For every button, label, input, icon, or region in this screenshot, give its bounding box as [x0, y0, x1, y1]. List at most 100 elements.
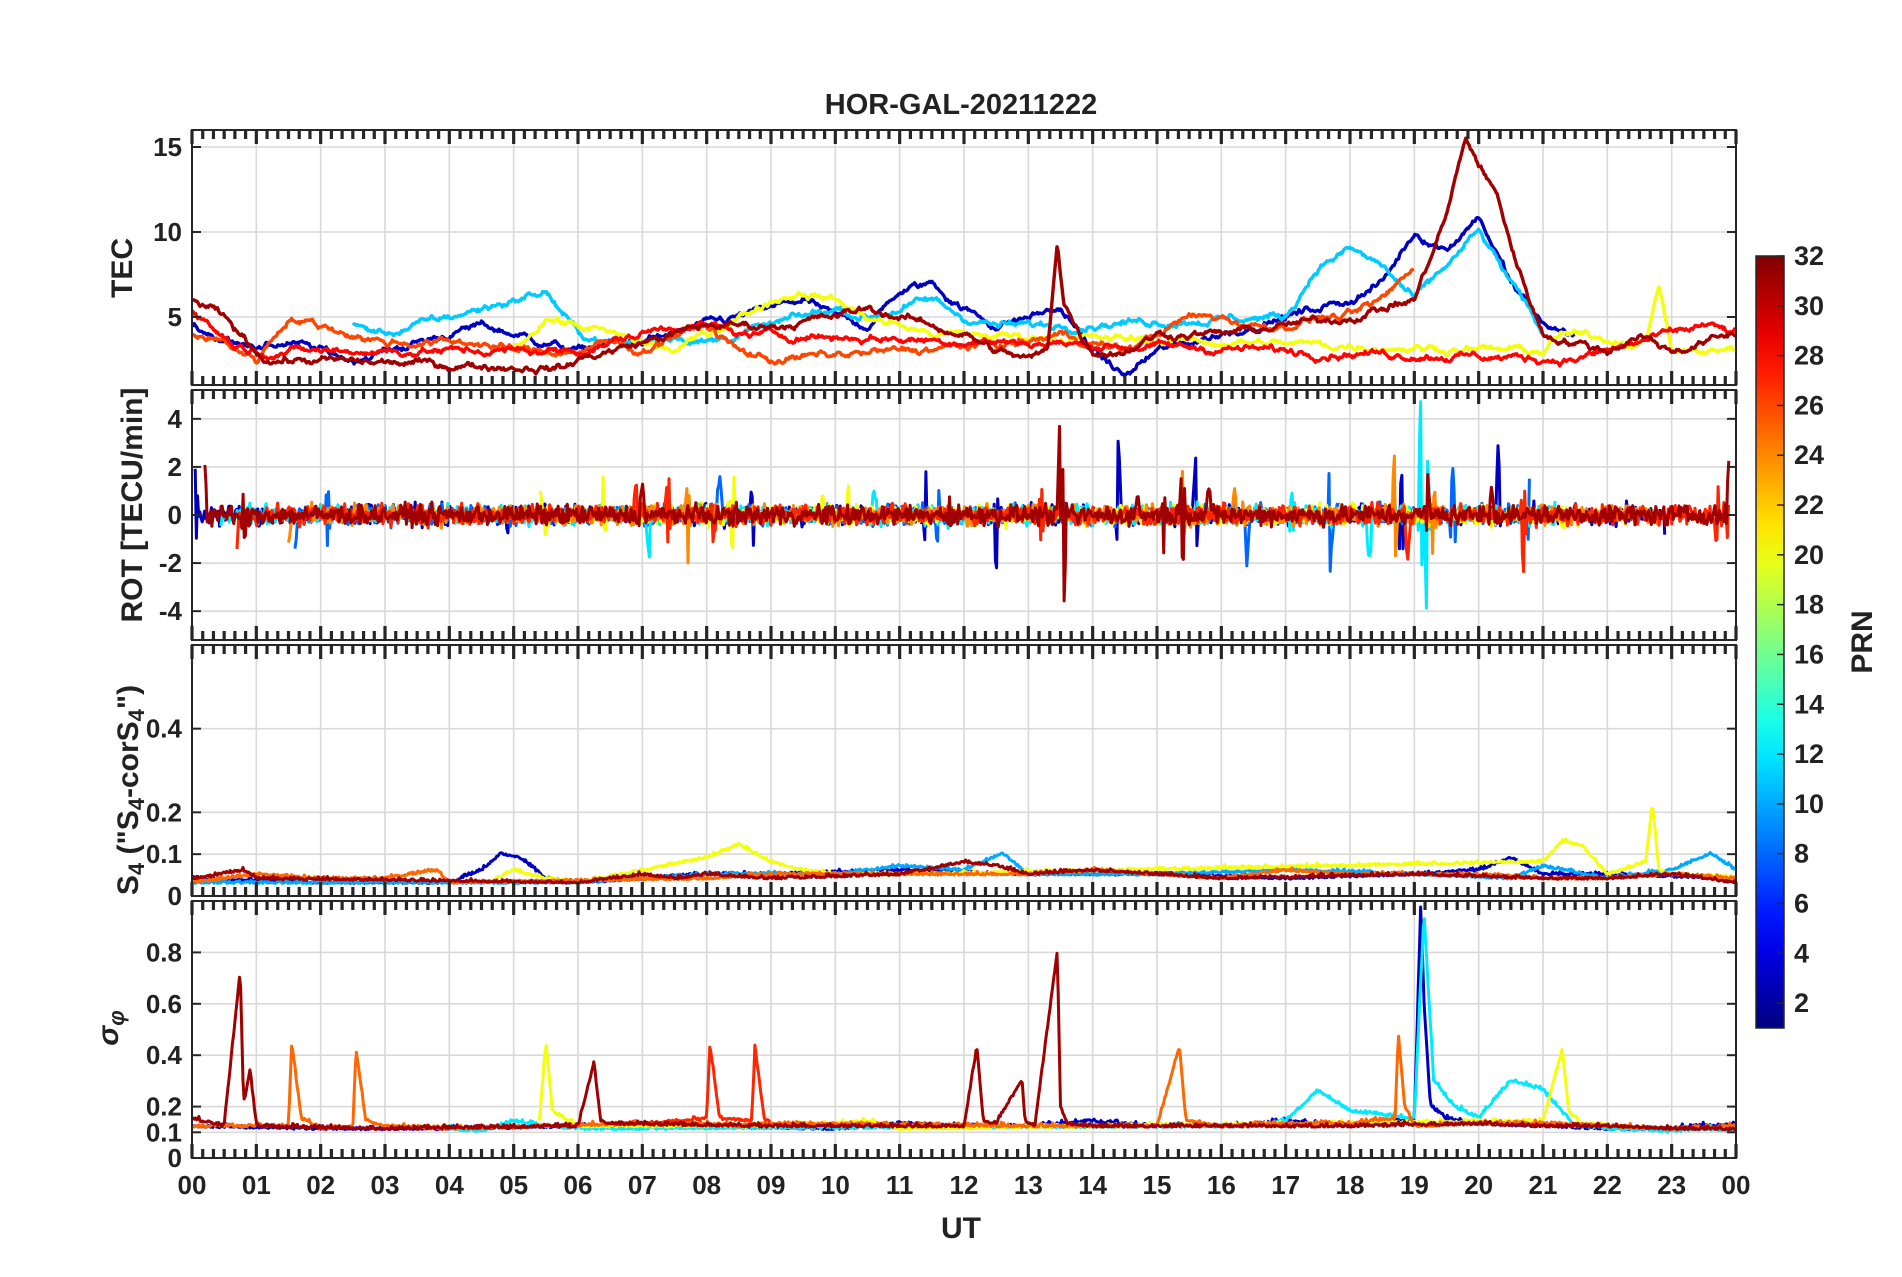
colorbar-tick-label: 26	[1794, 390, 1824, 420]
y-axis-label: TEC	[106, 238, 139, 298]
x-tick-label: 21	[1529, 1170, 1558, 1200]
y-label-part: S	[112, 875, 145, 895]
panel-3: 0 0.1 0.2 0.4S4 ("S4-corS4")	[112, 644, 1738, 911]
y-tick-label: 0	[168, 500, 182, 530]
y-tick-label: 15	[153, 132, 182, 162]
series-prn-26	[192, 267, 1415, 366]
y-tick-label: 10	[153, 217, 182, 247]
x-tick-label: 20	[1464, 1170, 1493, 1200]
panel-ticks	[190, 645, 1738, 897]
panel-ticks	[190, 901, 1738, 1159]
x-tick-label: 10	[821, 1170, 850, 1200]
colorbar-bar	[1755, 255, 1785, 1029]
y-label-part: σ	[92, 1025, 125, 1046]
y-label-part: ")	[112, 685, 145, 709]
x-tick-label: 14	[1078, 1170, 1107, 1200]
series-prn-31	[192, 858, 1736, 885]
x-tick-label: 11	[886, 1170, 914, 1200]
series-prn-31	[203, 424, 1731, 603]
y-axis-label: ROT [TECU/min]	[116, 388, 149, 623]
x-tick-label: 16	[1207, 1170, 1236, 1200]
y-tick-label: 0.2	[146, 797, 182, 827]
y-tick-label: 5	[168, 302, 182, 332]
colorbar-tick-label: 22	[1794, 490, 1824, 520]
colorbar-tick-label: 18	[1794, 590, 1824, 620]
panel-1: 5 10 15 TEC	[106, 129, 1738, 386]
y-label-part: -corS	[112, 721, 145, 798]
x-tick-label: 00	[178, 1170, 207, 1200]
colorbar-tick-label: 16	[1794, 639, 1824, 669]
panel-series	[193, 400, 1731, 610]
colorbar-tick-label: 6	[1794, 888, 1809, 918]
series-prn-31	[192, 951, 1736, 1132]
colorbar-tick-label: 24	[1794, 440, 1824, 470]
panel-series	[192, 905, 1736, 1134]
colorbar-tick-label: 2	[1794, 988, 1809, 1018]
y-tick-label: 0.1	[146, 839, 182, 869]
x-tick-label: 12	[950, 1170, 979, 1200]
colorbar-tick-label: 10	[1794, 789, 1824, 819]
y-label-subscript: 4	[124, 862, 149, 875]
x-tick-label: 07	[628, 1170, 657, 1200]
x-tick-label: 05	[499, 1170, 528, 1200]
x-tick-label: 17	[1271, 1170, 1300, 1200]
colorbar-tick-label: 32	[1794, 241, 1824, 271]
x-tick-label: 03	[371, 1170, 400, 1200]
y-tick-label: 2	[168, 452, 182, 482]
y-label-subscript: 4	[124, 797, 149, 810]
x-tick-label: 06	[564, 1170, 593, 1200]
y-tick-label: 4	[168, 404, 183, 434]
series-prn-20	[513, 285, 1736, 358]
panel-grid	[191, 130, 1737, 385]
x-tick-label: 19	[1400, 1170, 1429, 1200]
panel-ticks	[190, 390, 1738, 640]
x-tick-label: 13	[1014, 1170, 1043, 1200]
chart-title: HOR-GAL-20211222	[825, 89, 1097, 121]
panel-4: 00.10.2 0.4 0.6 0.8 σφ	[92, 900, 1738, 1173]
x-tick-label: 18	[1336, 1170, 1365, 1200]
y-tick-label: -4	[159, 596, 183, 626]
y-tick-label: 0.1	[146, 1117, 182, 1147]
x-tick-label: 15	[1143, 1170, 1172, 1200]
x-tick-label: 02	[306, 1170, 335, 1200]
panel-series	[192, 136, 1736, 378]
colorbar-tick-label: 12	[1794, 739, 1824, 769]
y-tick-label: 0	[168, 881, 182, 911]
colorbar-tick-label: 14	[1794, 689, 1824, 719]
y-tick-label: 0.4	[146, 714, 183, 744]
panel-2: -4 -2 0 2 4 ROT [TECU/min]	[116, 388, 1738, 641]
series-prn-11	[351, 227, 1544, 347]
colorbar-tick-label: 30	[1794, 291, 1824, 321]
y-tick-label: -2	[159, 548, 182, 578]
y-axis-label: S4 ("S4-corS4")	[112, 685, 149, 895]
y-tick-label: 0.6	[146, 989, 182, 1019]
y-axis-label: σφ	[92, 1010, 129, 1045]
x-tick-label: 00	[1722, 1170, 1751, 1200]
y-tick-label: 0.8	[146, 937, 182, 967]
y-label-subscript: φ	[104, 1010, 129, 1025]
panel-ticks	[190, 130, 1738, 385]
x-tick-label: 22	[1593, 1170, 1622, 1200]
colorbar-tick-label: 8	[1794, 839, 1809, 869]
y-tick-label: 0	[168, 1143, 182, 1173]
x-tick-label: 09	[757, 1170, 786, 1200]
x-tick-label: 08	[692, 1170, 721, 1200]
colorbar-tick-label: 28	[1794, 341, 1824, 371]
series-prn-28	[192, 309, 1736, 368]
x-tick-label: 01	[242, 1170, 271, 1200]
y-tick-label: 0.2	[146, 1092, 182, 1122]
x-tick-label: 04	[435, 1170, 464, 1200]
x-tick-label: 23	[1657, 1170, 1686, 1200]
y-tick-label: 0.4	[146, 1040, 183, 1070]
x-axis-label: UT	[941, 1212, 981, 1245]
y-label-subscript: 4	[124, 708, 149, 721]
colorbar-label: PRN	[1846, 610, 1879, 673]
x-tick-labels: 00 01 02 03 04 05 06 07 08 09 10 11 12 13 14 15 16 17 18 19…	[178, 1170, 1751, 1200]
series-prn-31	[192, 136, 1736, 376]
colorbar-tick-label: 20	[1794, 540, 1824, 570]
colorbar-tick-label: 4	[1794, 938, 1809, 968]
